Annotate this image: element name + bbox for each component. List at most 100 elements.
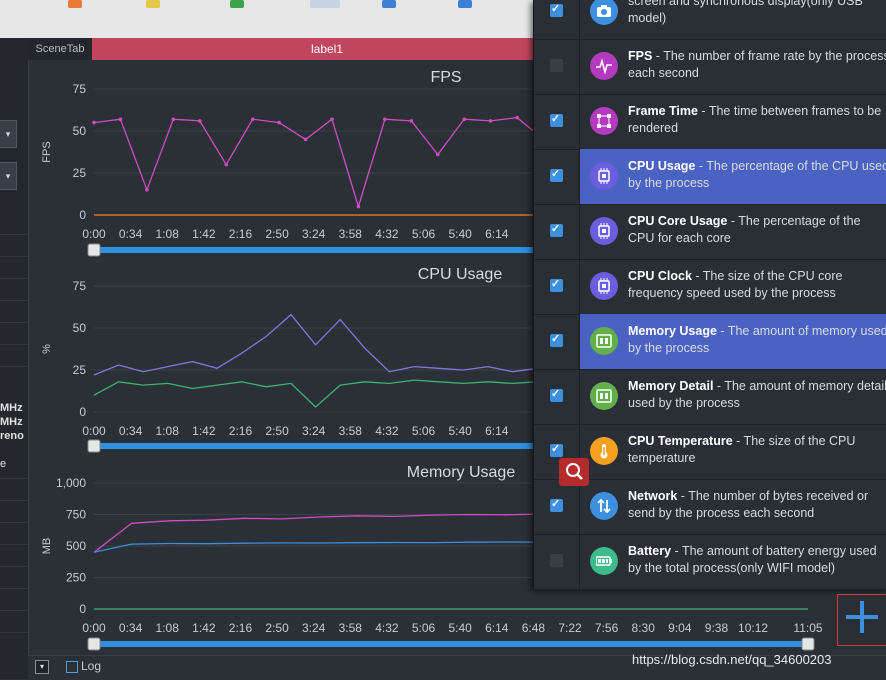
network-icon xyxy=(590,492,618,520)
x-tick-label: 0:00 xyxy=(82,424,106,438)
x-tick-label: 5:40 xyxy=(448,227,472,241)
log-checkbox[interactable] xyxy=(66,661,78,673)
time-slider-handle xyxy=(87,243,101,257)
x-tick-label: 0:00 xyxy=(82,227,106,241)
metric-item-fps[interactable]: FPS - The number of frame rate by the pr… xyxy=(534,39,886,95)
metric-content[interactable]: screen and synchronous display(only USB … xyxy=(580,0,886,39)
metric-desc-text: - The time between frames to be rendered xyxy=(628,104,882,135)
x-tick-label: 3:58 xyxy=(339,621,363,635)
x-tick-label: 3:58 xyxy=(339,227,363,241)
metric-checkbox[interactable] xyxy=(550,554,563,567)
metric-checkbox[interactable] xyxy=(550,387,563,402)
checkbox-cell xyxy=(534,479,580,534)
metric-content[interactable]: CPU Clock - The size of the CPU core fre… xyxy=(580,259,886,314)
metric-desc-text: - The amount of battery energy used by t… xyxy=(628,544,877,575)
metric-name: FPS xyxy=(628,49,653,63)
metric-item-frametime[interactable]: Frame Time - The time between frames to … xyxy=(534,94,886,150)
toolbar-icon-green[interactable] xyxy=(230,0,244,8)
metric-item-battery[interactable]: Battery - The amount of battery energy u… xyxy=(534,534,886,590)
metric-content[interactable]: Network - The number of bytes received o… xyxy=(580,479,886,534)
x-tick-label: 3:24 xyxy=(302,424,326,438)
search-icon xyxy=(566,463,583,480)
metric-checkbox[interactable] xyxy=(550,497,563,512)
metric-content[interactable]: Memory Usage - The amount of memory used… xyxy=(580,314,886,369)
x-tick-label: 2:50 xyxy=(265,621,289,635)
metric-content[interactable]: Frame Time - The time between frames to … xyxy=(580,94,886,149)
x-tick-label: 6:14 xyxy=(485,424,509,438)
bottom-bar: ▾ Log xyxy=(28,655,886,680)
y-tick-label: 0 xyxy=(79,602,86,616)
x-tick-label: 7:56 xyxy=(595,621,619,635)
data-point xyxy=(92,120,96,125)
search-button[interactable] xyxy=(559,458,589,486)
metric-desc-text: - The percentage of the CPU for each cor… xyxy=(628,214,861,245)
metric-content[interactable]: FPS - The number of frame rate by the pr… xyxy=(580,39,886,94)
left-dropdown-2[interactable]: ▾ xyxy=(0,162,17,190)
toolbar-icon-orange[interactable] xyxy=(68,0,82,8)
toolbar-icon-yellow[interactable] xyxy=(146,0,160,8)
tab-scene[interactable]: SceneTab xyxy=(28,38,93,60)
x-tick-label: 5:06 xyxy=(412,227,436,241)
metric-item-cpuclock[interactable]: CPU Clock - The size of the CPU core fre… xyxy=(534,259,886,315)
chip-icon xyxy=(590,162,618,190)
metric-description: CPU Temperature - The size of the CPU te… xyxy=(628,433,886,467)
metric-checkbox[interactable] xyxy=(550,442,563,457)
metric-checkbox[interactable] xyxy=(550,59,563,72)
add-metric-button[interactable] xyxy=(837,594,886,646)
data-point xyxy=(435,152,440,157)
toolbar-icon-bookmark1[interactable] xyxy=(382,0,396,8)
metric-checkbox[interactable] xyxy=(550,167,563,182)
metric-checkbox[interactable] xyxy=(550,222,563,237)
x-tick-label: 1:08 xyxy=(156,227,180,241)
metric-item-cputemp[interactable]: CPU Temperature - The size of the CPU te… xyxy=(534,424,886,480)
y-tick-label: 1,000 xyxy=(56,476,86,490)
toolbar-icon-doc[interactable] xyxy=(310,0,340,8)
left-panel: ▾ ▾ MHz MHz reno e xyxy=(0,38,29,679)
metric-description: CPU Usage - The percentage of the CPU us… xyxy=(628,158,886,192)
tab-label1[interactable]: label1 xyxy=(92,38,562,60)
metric-checkbox[interactable] xyxy=(550,277,563,292)
metric-name: Memory Usage xyxy=(628,324,717,338)
metric-content[interactable]: CPU Core Usage - The percentage of the C… xyxy=(580,204,886,259)
metric-item-screenshot[interactable]: screen and synchronous display(only USB … xyxy=(534,0,886,40)
metric-item-memdetail[interactable]: Memory Detail - The amount of memory det… xyxy=(534,369,886,425)
x-tick-label: 5:40 xyxy=(448,621,472,635)
bottom-dropdown-button[interactable]: ▾ xyxy=(35,660,49,674)
checkbox-cell xyxy=(534,94,580,149)
x-tick-label: 9:04 xyxy=(668,621,692,635)
x-tick-label: 0:34 xyxy=(119,621,143,635)
metric-checkbox[interactable] xyxy=(550,2,563,17)
chart-title: CPU Usage xyxy=(418,266,503,283)
metric-content[interactable]: Memory Detail - The amount of memory det… xyxy=(580,369,886,424)
left-label-4: e xyxy=(0,458,7,470)
scene-tab-bar: SceneTab label1 xyxy=(28,38,562,60)
data-point xyxy=(409,119,414,123)
data-point xyxy=(277,120,281,125)
metric-desc-text: - The amount of memory used by the proce… xyxy=(628,324,886,355)
left-dropdown-1[interactable]: ▾ xyxy=(0,120,17,148)
y-tick-label: 25 xyxy=(73,363,87,377)
metric-name: Memory Detail xyxy=(628,379,714,393)
toolbar-icon-bookmark2[interactable] xyxy=(458,0,472,8)
data-point xyxy=(488,119,493,123)
metric-checkbox[interactable] xyxy=(550,332,563,347)
y-tick-label: 750 xyxy=(66,508,86,522)
metrics-dropdown-panel: screen and synchronous display(only USB … xyxy=(533,0,886,590)
metric-item-cpucore[interactable]: CPU Core Usage - The percentage of the C… xyxy=(534,204,886,260)
metric-checkbox[interactable] xyxy=(550,112,563,127)
y-tick-label: 500 xyxy=(66,539,86,553)
metric-desc-text: - The size of the CPU core frequency spe… xyxy=(628,269,843,300)
metric-content[interactable]: Battery - The amount of battery energy u… xyxy=(580,534,886,589)
metric-item-cpuusage[interactable]: CPU Usage - The percentage of the CPU us… xyxy=(534,149,886,205)
metric-item-memusage[interactable]: Memory Usage - The amount of memory used… xyxy=(534,314,886,370)
metric-content[interactable]: CPU Usage - The percentage of the CPU us… xyxy=(580,149,886,204)
time-slider-handle-end xyxy=(801,637,815,651)
x-tick-label: 2:16 xyxy=(229,621,253,635)
metric-content[interactable]: CPU Temperature - The size of the CPU te… xyxy=(580,424,886,479)
metric-item-network[interactable]: Network - The number of bytes received o… xyxy=(534,479,886,535)
data-point xyxy=(145,188,149,192)
y-axis-label: FPS xyxy=(41,141,53,162)
metric-desc-text: - The number of bytes received or send b… xyxy=(628,489,869,520)
log-label: Log xyxy=(81,659,102,673)
y-tick-label: 75 xyxy=(73,82,87,96)
